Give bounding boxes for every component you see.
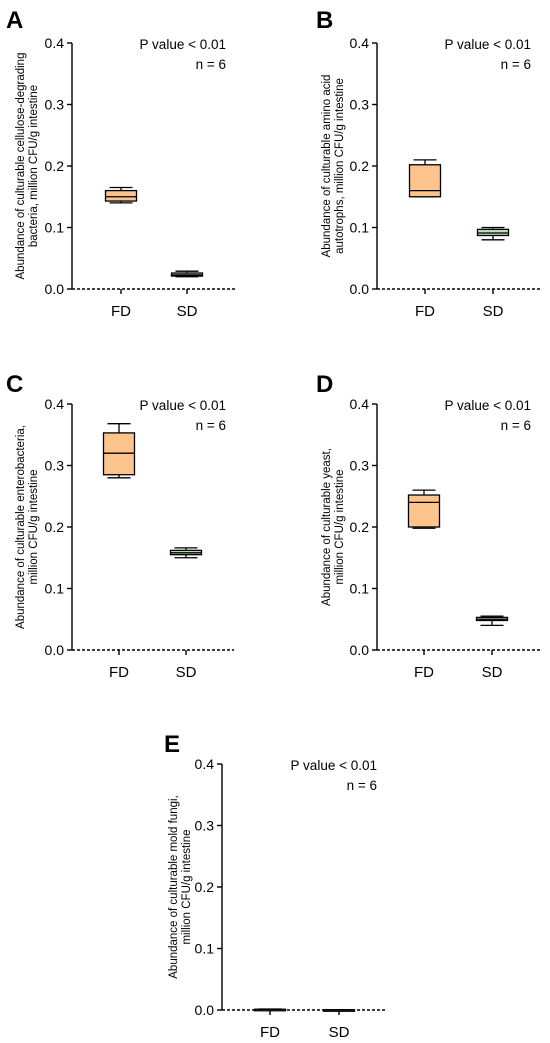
panel-label: D	[316, 371, 333, 398]
y-tick-label: 0.3	[45, 458, 65, 474]
y-axis-title-line: million CFU/g intestine	[28, 469, 40, 584]
y-tick-label: 0.1	[195, 941, 215, 957]
box-fd	[253, 1008, 287, 1012]
y-tick-label: 0.0	[195, 1002, 215, 1018]
y-axis-title-line: Abundance of culturable mold fungi,	[168, 795, 180, 978]
box-body	[408, 164, 442, 198]
y-axis-title: Abundance of culturable amino acidautotr…	[321, 75, 346, 258]
y-tick-label: 0.2	[45, 519, 65, 535]
y-axis-title-line: bacteria, million CFU/g intestine	[28, 85, 40, 247]
y-tick-label: 0.3	[195, 818, 215, 834]
n-annotation: n = 6	[501, 418, 531, 433]
x-tick-label: FD	[111, 303, 131, 320]
p-value-annotation: P value < 0.01	[291, 758, 377, 773]
y-tick-label: 0.3	[45, 97, 65, 113]
box-sd	[322, 1009, 356, 1012]
y-tick-label: 0.0	[350, 642, 370, 658]
y-tick-label: 0.3	[350, 458, 370, 474]
y-axis-title: Abundance of culturable enterobacteria,m…	[15, 425, 40, 629]
n-annotation: n = 6	[347, 778, 377, 793]
x-tick-label: SD	[482, 664, 503, 681]
y-tick-label: 0.3	[350, 97, 370, 113]
x-tick-label: FD	[415, 303, 435, 320]
p-value-annotation: P value < 0.01	[140, 398, 226, 413]
y-axis-title: Abundance of culturable cellulose-degrad…	[15, 53, 40, 280]
p-value-annotation: P value < 0.01	[445, 37, 531, 52]
y-axis-title-line: million CFU/g intestine	[181, 829, 193, 944]
box-sd	[170, 270, 204, 278]
box-sd	[169, 547, 203, 559]
box-sd	[475, 615, 509, 627]
box-fd	[104, 186, 138, 204]
y-tick-label: 0.4	[45, 35, 65, 51]
y-axis-title: Abundance of culturable yeast,million CF…	[321, 448, 346, 606]
x-tick-label: SD	[329, 1024, 350, 1041]
panel-c: C 0.0 0.1 0.2 0.3 0.4 FD SD Abundance of cultura…	[6, 371, 234, 681]
y-tick-label: 0.4	[45, 396, 65, 412]
y-axis-title-line: Abundance of culturable cellulose-degrad…	[15, 53, 27, 280]
y-tick-label: 0.2	[350, 158, 370, 174]
panel-a: A 0.0 0.1 0.2 0.3 0.4 FD SD Abundance of cultura…	[6, 7, 235, 320]
box-body	[104, 189, 138, 202]
y-axis-title-line: million CFU/g intestine	[334, 469, 346, 584]
y-tick-label: 0.2	[195, 879, 215, 895]
panel-label: B	[316, 7, 333, 34]
y-tick-label: 0.1	[350, 581, 370, 597]
panel-label: C	[6, 371, 23, 398]
y-axis-title-line: Abundance of culturable enterobacteria,	[15, 425, 27, 629]
p-value-annotation: P value < 0.01	[445, 398, 531, 413]
n-annotation: n = 6	[196, 418, 226, 433]
box-fd	[102, 423, 136, 479]
y-axis-title-line: autotrophs, million CFU/g intestine	[334, 78, 346, 254]
y-tick-label: 0.0	[45, 281, 65, 297]
x-tick-label: SD	[177, 303, 198, 320]
y-tick-label: 0.0	[350, 281, 370, 297]
box-fd	[408, 159, 442, 198]
x-tick-label: FD	[414, 664, 434, 681]
panel-label: E	[164, 731, 180, 758]
y-axis-title-line: Abundance of culturable amino acid	[321, 75, 333, 258]
y-axis-title-line: Abundance of culturable yeast,	[321, 448, 333, 606]
y-tick-label: 0.4	[350, 35, 370, 51]
box-fd	[407, 489, 441, 529]
y-tick-label: 0.2	[350, 519, 370, 535]
y-tick-label: 0.1	[45, 220, 65, 236]
y-axis-title: Abundance of culturable mold fungi,milli…	[168, 795, 193, 978]
y-tick-label: 0.2	[45, 158, 65, 174]
box-sd	[476, 226, 510, 241]
box-body	[407, 494, 441, 528]
x-tick-label: SD	[176, 664, 197, 681]
x-tick-label: FD	[109, 664, 129, 681]
y-tick-label: 0.0	[45, 642, 65, 658]
n-annotation: n = 6	[196, 57, 226, 72]
panel-d: D 0.0 0.1 0.2 0.3 0.4 FD SD Abundance of cultura…	[316, 371, 540, 681]
panel-e: E 0.0 0.1 0.2 0.3 0.4 FD SD Abundance of cultura…	[164, 731, 387, 1041]
n-annotation: n = 6	[501, 57, 531, 72]
y-tick-label: 0.4	[350, 396, 370, 412]
panel-label: A	[6, 7, 23, 34]
p-value-annotation: P value < 0.01	[140, 37, 226, 52]
y-tick-label: 0.1	[45, 581, 65, 597]
x-tick-label: SD	[483, 303, 504, 320]
y-tick-label: 0.4	[195, 756, 215, 772]
x-tick-label: FD	[260, 1024, 280, 1041]
y-tick-label: 0.1	[350, 220, 370, 236]
panel-b: B 0.0 0.1 0.2 0.3 0.4 FD SD Abundance of cultura…	[316, 7, 541, 320]
